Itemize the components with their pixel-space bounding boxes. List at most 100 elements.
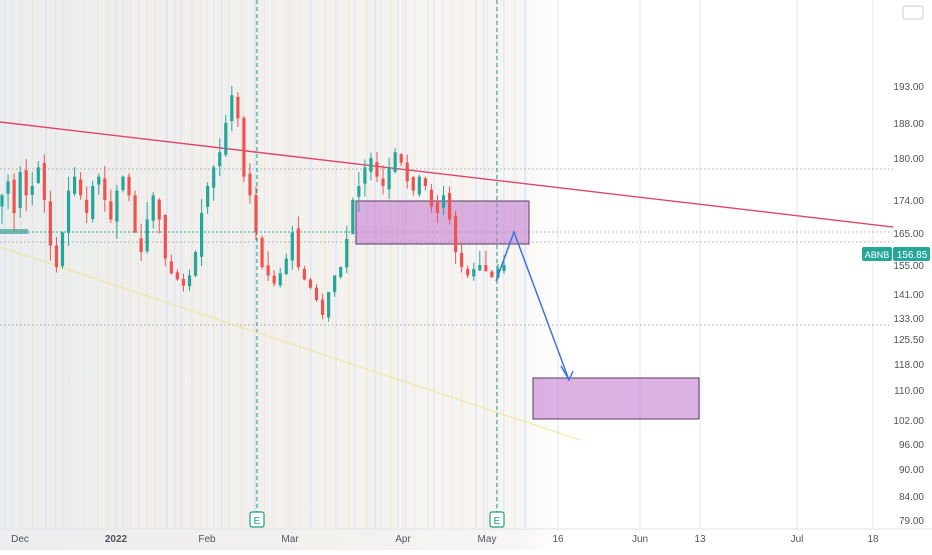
time-tick-label: 16 [552,534,564,545]
candle-body [242,117,246,177]
candle-body [18,172,22,208]
bg-stripe [254,0,257,528]
lower-trendline[interactable] [0,246,581,441]
candle-body [308,279,313,288]
candle-body [91,186,95,220]
candle-body [466,268,470,276]
candle-body [260,237,264,268]
candle-body [127,176,131,196]
candle-body [169,261,173,274]
candle-body [490,271,494,278]
bg-stripe [69,0,71,528]
symbol-badge [862,247,892,261]
candle-body [224,123,228,155]
candle-body [72,176,77,194]
upper-trendline[interactable] [0,121,894,228]
price-tick-label: 174.00 [893,196,924,207]
candle-body [121,176,125,191]
candle-body [502,265,506,272]
chart-settings-button[interactable] [902,5,924,20]
time-tick-label: Dec [11,534,29,545]
bg-stripe [380,0,382,528]
price-badge [893,247,930,261]
bg-stripe [129,0,132,528]
candle-body [115,190,119,222]
bg-stripe [213,0,215,528]
candle-body [296,228,300,268]
target-zone[interactable] [532,377,700,420]
candle-body [454,215,458,252]
candle-body [460,252,464,268]
price-tick-label: 188.00 [893,119,924,130]
candle-body [42,162,46,200]
candle-body [411,177,415,191]
earnings-marker[interactable] [489,511,505,528]
bg-stripe [514,0,516,528]
candle-body [139,238,143,252]
bg-stripe [83,0,85,528]
bg-stripe [374,0,377,528]
candle-body [387,167,391,190]
projection-arrowhead [560,365,574,382]
time-tick-label: Mar [281,534,299,545]
candle-body [145,219,149,252]
candle-body [484,265,488,272]
candle-body [212,167,216,188]
candle-body [369,158,373,172]
candle-body [284,258,288,275]
price-tick-label: 79.00 [899,516,924,527]
bg-stripe [114,0,117,528]
earnings-marker-label: E [494,516,501,527]
candle-body [272,275,276,284]
bg-stripe [97,0,99,528]
candle-body [248,173,252,196]
candle-body [30,186,34,195]
bg-stripe [390,0,393,528]
candle-body [333,275,337,293]
projection-arrow[interactable] [495,229,570,381]
time-tick-label: Apr [395,534,411,545]
candle-body [60,232,65,267]
candle-body [496,269,500,278]
bg-stripe [335,0,337,528]
candle-body [193,252,198,276]
price-tick-label: 133.00 [893,314,924,325]
bg-stripe [122,0,124,528]
price-tick-label: 125.50 [893,335,924,346]
candle-body [405,162,409,182]
candle-body [441,195,446,208]
time-tick-label: 18 [867,534,879,545]
bg-stripe [138,0,140,528]
time-tick-label: 2022 [105,534,128,545]
bg-stripe [496,0,498,528]
candle-body [236,96,240,119]
candle-body [417,176,421,195]
price-tick-label: 118.00 [894,360,924,371]
candle-body [302,268,307,280]
price-tick-label: 90.00 [899,465,924,476]
candle-body [230,95,234,122]
bg-stripe [200,0,202,528]
candle-body [218,152,222,167]
bg-stripe [180,0,182,528]
bg-stripe [45,0,47,528]
earnings-marker[interactable] [249,511,265,528]
consolidation-zone[interactable] [355,200,530,245]
bg-stripe [366,0,368,528]
bg-stripe [228,0,230,528]
candle-body [199,213,204,257]
bg-stripe [310,0,312,528]
candle-body [85,199,89,213]
candle-body [175,272,179,280]
earnings-marker-label: E [254,516,261,527]
time-axis: Dec 2022 Feb Mar Apr May 16 Jun 13 Jul 18 [0,528,932,545]
bg-stripe [166,0,168,528]
bg-stripe [414,0,416,528]
price-tick-label: 155.00 [893,261,924,272]
candle-body [314,287,319,300]
candle-body [24,170,28,196]
candle-body [357,186,361,197]
